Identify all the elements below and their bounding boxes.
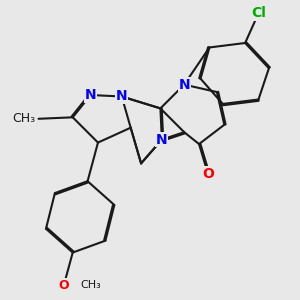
Text: N: N bbox=[116, 89, 128, 103]
Text: Cl: Cl bbox=[251, 6, 266, 20]
Text: O: O bbox=[202, 167, 214, 181]
Text: N: N bbox=[178, 78, 190, 92]
Text: N: N bbox=[85, 88, 96, 102]
Text: CH₃: CH₃ bbox=[12, 112, 36, 125]
Text: O: O bbox=[58, 279, 69, 292]
Text: CH₃: CH₃ bbox=[80, 280, 101, 290]
Text: N: N bbox=[156, 133, 168, 147]
